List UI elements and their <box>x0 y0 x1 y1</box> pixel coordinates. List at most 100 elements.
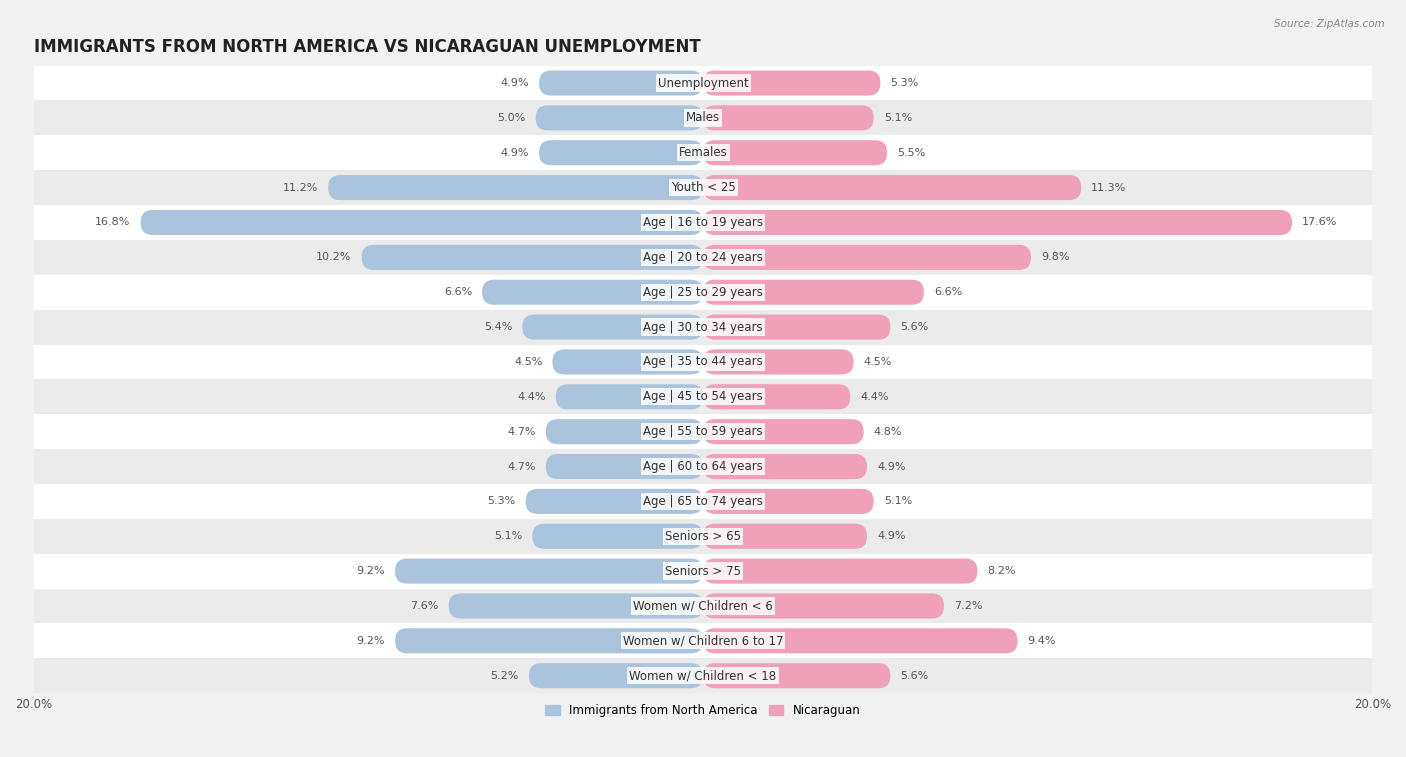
Text: 4.5%: 4.5% <box>863 357 891 367</box>
Text: Seniors > 65: Seniors > 65 <box>665 530 741 543</box>
Bar <box>34 136 1372 170</box>
Text: Age | 25 to 29 years: Age | 25 to 29 years <box>643 285 763 299</box>
FancyBboxPatch shape <box>703 105 873 130</box>
Text: 10.2%: 10.2% <box>316 252 352 263</box>
FancyBboxPatch shape <box>703 70 880 95</box>
FancyBboxPatch shape <box>395 559 703 584</box>
FancyBboxPatch shape <box>703 524 868 549</box>
Bar <box>34 310 1372 344</box>
Bar <box>34 414 1372 449</box>
FancyBboxPatch shape <box>546 454 703 479</box>
FancyBboxPatch shape <box>328 175 703 200</box>
FancyBboxPatch shape <box>529 663 703 688</box>
Text: 4.8%: 4.8% <box>873 427 903 437</box>
Bar <box>34 553 1372 588</box>
FancyBboxPatch shape <box>703 489 873 514</box>
FancyBboxPatch shape <box>703 140 887 165</box>
Text: 6.6%: 6.6% <box>444 287 472 298</box>
Bar <box>34 101 1372 136</box>
Text: 11.3%: 11.3% <box>1091 182 1126 192</box>
FancyBboxPatch shape <box>536 105 703 130</box>
Text: Age | 16 to 19 years: Age | 16 to 19 years <box>643 216 763 229</box>
Text: 4.4%: 4.4% <box>517 392 546 402</box>
Text: Source: ZipAtlas.com: Source: ZipAtlas.com <box>1274 19 1385 29</box>
Text: 9.2%: 9.2% <box>357 636 385 646</box>
Text: 9.8%: 9.8% <box>1040 252 1070 263</box>
FancyBboxPatch shape <box>533 524 703 549</box>
FancyBboxPatch shape <box>526 489 703 514</box>
Bar <box>34 66 1372 101</box>
FancyBboxPatch shape <box>703 628 1018 653</box>
Text: 5.3%: 5.3% <box>890 78 918 88</box>
FancyBboxPatch shape <box>449 593 703 618</box>
Text: 5.1%: 5.1% <box>494 531 522 541</box>
FancyBboxPatch shape <box>553 350 703 375</box>
FancyBboxPatch shape <box>361 245 703 270</box>
Text: 7.6%: 7.6% <box>411 601 439 611</box>
FancyBboxPatch shape <box>703 385 851 410</box>
FancyBboxPatch shape <box>703 559 977 584</box>
Text: Age | 35 to 44 years: Age | 35 to 44 years <box>643 356 763 369</box>
Bar <box>34 624 1372 659</box>
Text: 5.1%: 5.1% <box>884 497 912 506</box>
Text: 4.7%: 4.7% <box>508 427 536 437</box>
Text: 4.9%: 4.9% <box>501 78 529 88</box>
Legend: Immigrants from North America, Nicaraguan: Immigrants from North America, Nicaragua… <box>541 699 865 721</box>
Text: 5.6%: 5.6% <box>900 322 929 332</box>
Text: 5.6%: 5.6% <box>900 671 929 681</box>
FancyBboxPatch shape <box>703 593 943 618</box>
Text: Unemployment: Unemployment <box>658 76 748 89</box>
FancyBboxPatch shape <box>703 314 890 340</box>
Bar <box>34 449 1372 484</box>
Bar <box>34 588 1372 624</box>
Bar <box>34 170 1372 205</box>
Text: 4.9%: 4.9% <box>501 148 529 157</box>
Text: Women w/ Children < 6: Women w/ Children < 6 <box>633 600 773 612</box>
Text: 4.5%: 4.5% <box>515 357 543 367</box>
Text: Youth < 25: Youth < 25 <box>671 181 735 194</box>
Text: Age | 65 to 74 years: Age | 65 to 74 years <box>643 495 763 508</box>
FancyBboxPatch shape <box>703 279 924 305</box>
FancyBboxPatch shape <box>395 628 703 653</box>
Text: Age | 30 to 34 years: Age | 30 to 34 years <box>643 320 763 334</box>
Bar <box>34 240 1372 275</box>
Text: Age | 60 to 64 years: Age | 60 to 64 years <box>643 460 763 473</box>
Text: 7.2%: 7.2% <box>955 601 983 611</box>
Bar <box>34 275 1372 310</box>
Text: 5.5%: 5.5% <box>897 148 925 157</box>
Text: 4.4%: 4.4% <box>860 392 889 402</box>
Text: 17.6%: 17.6% <box>1302 217 1337 228</box>
Text: IMMIGRANTS FROM NORTH AMERICA VS NICARAGUAN UNEMPLOYMENT: IMMIGRANTS FROM NORTH AMERICA VS NICARAG… <box>34 38 700 56</box>
Text: Women w/ Children < 18: Women w/ Children < 18 <box>630 669 776 682</box>
Text: 4.9%: 4.9% <box>877 531 905 541</box>
FancyBboxPatch shape <box>703 210 1292 235</box>
FancyBboxPatch shape <box>141 210 703 235</box>
Bar <box>34 379 1372 414</box>
FancyBboxPatch shape <box>522 314 703 340</box>
FancyBboxPatch shape <box>703 245 1031 270</box>
Text: Females: Females <box>679 146 727 159</box>
Bar <box>34 659 1372 693</box>
Text: Age | 55 to 59 years: Age | 55 to 59 years <box>643 425 763 438</box>
FancyBboxPatch shape <box>703 454 868 479</box>
Text: Seniors > 75: Seniors > 75 <box>665 565 741 578</box>
FancyBboxPatch shape <box>538 70 703 95</box>
Text: 5.3%: 5.3% <box>488 497 516 506</box>
FancyBboxPatch shape <box>703 663 890 688</box>
Text: 9.4%: 9.4% <box>1028 636 1056 646</box>
Text: 5.2%: 5.2% <box>491 671 519 681</box>
Text: 5.4%: 5.4% <box>484 322 512 332</box>
FancyBboxPatch shape <box>538 140 703 165</box>
Text: 5.1%: 5.1% <box>884 113 912 123</box>
Text: Males: Males <box>686 111 720 124</box>
Text: 4.9%: 4.9% <box>877 462 905 472</box>
Text: 9.2%: 9.2% <box>357 566 385 576</box>
Text: 11.2%: 11.2% <box>283 182 318 192</box>
Text: Age | 20 to 24 years: Age | 20 to 24 years <box>643 251 763 264</box>
FancyBboxPatch shape <box>703 419 863 444</box>
Text: 5.0%: 5.0% <box>498 113 526 123</box>
Text: Women w/ Children 6 to 17: Women w/ Children 6 to 17 <box>623 634 783 647</box>
Text: 4.7%: 4.7% <box>508 462 536 472</box>
FancyBboxPatch shape <box>482 279 703 305</box>
FancyBboxPatch shape <box>546 419 703 444</box>
